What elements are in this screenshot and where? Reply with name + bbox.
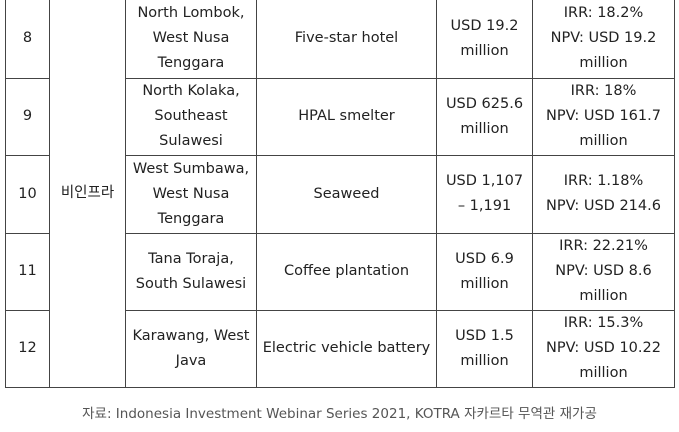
investment-projects-table-wrap: 8 비인프라 North Lombok, West Nusa Tenggara … bbox=[5, 0, 675, 388]
returns-cell: IRR: 18.2% NPV: USD 19.2 million bbox=[532, 0, 675, 79]
location-cell: Karawang, West Java bbox=[125, 309, 257, 388]
project-cell: Seaweed bbox=[256, 154, 437, 234]
location-cell: Tana Toraja, South Sulawesi bbox=[125, 232, 257, 311]
investment-cell: USD 1.5 million bbox=[436, 309, 533, 388]
investment-cell: USD 6.9 million bbox=[436, 232, 533, 311]
project-cell: Electric vehicle battery bbox=[256, 309, 437, 388]
location-cell: North Lombok, West Nusa Tenggara bbox=[125, 0, 257, 79]
category-cell: 비인프라 bbox=[49, 0, 126, 388]
table-row: 12 Karawang, West Java Electric vehicle … bbox=[5, 309, 675, 388]
row-number: 10 bbox=[5, 154, 50, 234]
location-cell: West Sumbawa, West Nusa Tenggara bbox=[125, 154, 257, 234]
returns-cell: IRR: 22.21% NPV: USD 8.6 million bbox=[532, 232, 675, 311]
returns-cell: IRR: 18% NPV: USD 161.7 million bbox=[532, 77, 675, 156]
row-number: 8 bbox=[5, 0, 50, 79]
investment-projects-table: 8 비인프라 North Lombok, West Nusa Tenggara … bbox=[5, 0, 675, 388]
project-cell: Coffee plantation bbox=[256, 232, 437, 311]
project-cell: HPAL smelter bbox=[256, 77, 437, 156]
row-number: 11 bbox=[5, 232, 50, 311]
table-row: 8 비인프라 North Lombok, West Nusa Tenggara … bbox=[5, 0, 675, 388]
investment-cell: USD 625.6 million bbox=[436, 77, 533, 156]
investment-cell: USD 19.2 million bbox=[436, 0, 533, 79]
table-row: 10 West Sumbawa, West Nusa Tenggara Seaw… bbox=[5, 154, 675, 234]
project-cell: Five-star hotel bbox=[256, 0, 437, 79]
row-number: 12 bbox=[5, 309, 50, 388]
table-row: 9 North Kolaka, Southeast Sulawesi HPAL … bbox=[5, 77, 675, 156]
returns-cell: IRR: 15.3% NPV: USD 10.22 million bbox=[532, 309, 675, 388]
source-caption: 자료: Indonesia Investment Webinar Series … bbox=[82, 406, 597, 422]
location-cell: North Kolaka, Southeast Sulawesi bbox=[125, 77, 257, 156]
returns-cell: IRR: 1.18% NPV: USD 214.6 bbox=[532, 154, 675, 234]
investment-cell: USD 1,107 – 1,191 bbox=[436, 154, 533, 234]
row-number: 9 bbox=[5, 77, 50, 156]
